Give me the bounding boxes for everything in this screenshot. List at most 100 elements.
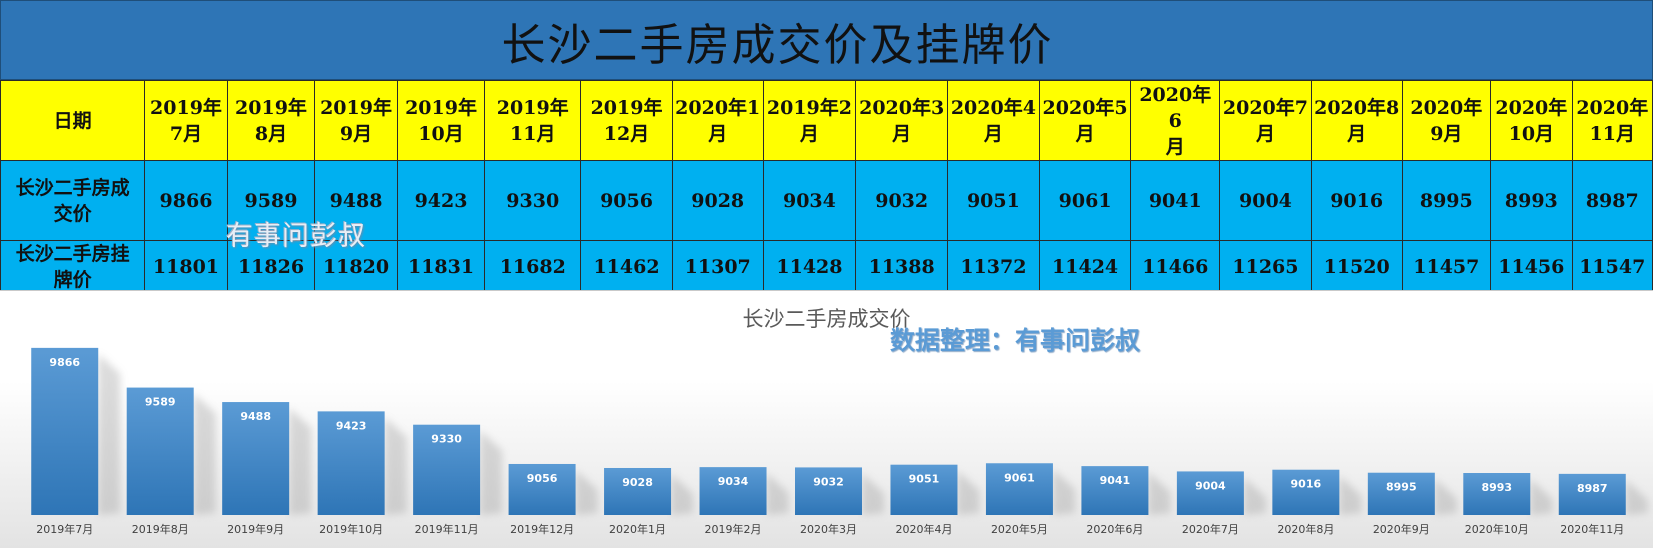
x-tick-label: 2019年12月 [510,522,574,536]
bar-value-label: 9056 [527,472,558,485]
bar-value-label: 9330 [431,433,462,446]
deal-price-cell: 9330 [484,160,582,241]
month-header-cell: 2020年 11月 [1571,80,1653,161]
month-header-line: 2020年7 [1222,96,1308,119]
month-header-line: 月 [708,122,728,145]
bar-shadow [98,353,121,515]
deal-price-cell: 8987 [1571,160,1653,241]
title-banner: 长沙二手房成交价及挂牌价 [0,0,1653,80]
x-tick-label: 2019年7月 [36,522,93,536]
page-title: 长沙二手房成交价及挂牌价 [501,20,1054,71]
bar-shadow [193,393,216,515]
chart-bar [1558,473,1626,515]
row-label-line: 交价 [53,202,92,225]
listing-price-cell: 11462 [580,240,673,294]
deal-price-cell: 9589 [226,160,316,241]
listing-price-cell: 11457 [1401,240,1492,294]
x-tick-label: 2020年10月 [1465,522,1529,536]
chart-svg: 9866 2019年7月 9589 2019年8月 9488 2019年9月 9423 201… [31,347,1648,536]
month-header-line: 月 [1347,122,1367,145]
deal-price-cell: 9032 [855,160,949,241]
deal-price-cell: 9866 [144,160,228,241]
chart-bar [1272,469,1340,515]
chart-bar [699,467,767,515]
chart-bar [126,387,194,515]
x-tick-label: 2020年3月 [800,522,857,536]
x-tick-label: 2020年9月 [1373,522,1430,536]
month-header-cell: 2020年 9月 [1401,80,1492,161]
month-header-cell: 2019年 12月 [580,80,673,161]
bar-shadow [1052,469,1075,515]
chart-bar [1081,466,1149,515]
bar-chart: 长沙二手房成交价 数据整理：有事问彭叔 9866 2019年7月 9589 2019年… [0,290,1653,548]
x-tick-label: 2019年8月 [132,522,189,536]
month-header-cell: 2019年 10月 [396,80,486,161]
chart-bar [795,467,862,515]
month-header-line: 2020年8 [1314,96,1400,119]
bar-value-label: 9866 [49,356,80,369]
bar-value-label: 9028 [622,476,653,489]
month-header-line: 月 [1255,122,1275,145]
month-header-cell: 2020年6 月 [1130,80,1221,161]
listing-price-cell: 11388 [855,240,949,294]
bar-value-label: 9061 [1004,471,1035,484]
bar-shadow [1148,472,1171,515]
listing-price-row: 长沙二手房挂 牌价 11801 11826 11820 11831 11682 11462 11… [0,240,1653,294]
month-header-line: 11月 [510,122,556,145]
x-tick-label: 2020年1月 [609,522,666,536]
bar-value-label: 9004 [1195,479,1226,492]
chart-bar [222,402,290,515]
chart-bar [1176,471,1244,515]
month-header-line: 8月 [254,122,288,145]
month-header-line: 2020年 [1495,96,1568,119]
month-header-cell: 2020年1 月 [671,80,764,161]
month-header-line: 月 [1075,122,1095,145]
listing-price-cell: 11826 [226,240,316,294]
listing-price-cell: 11831 [396,240,486,294]
month-header-line: 2020年1 [675,96,761,119]
x-tick-label: 2020年8月 [1277,522,1334,536]
deal-price-cell: 9056 [580,160,673,241]
x-tick-label: 2020年11月 [1560,522,1624,536]
x-tick-label: 2020年7月 [1182,522,1239,536]
x-tick-label: 2020年5月 [991,522,1048,536]
bar-shadow [862,473,884,515]
deal-price-cell: 8995 [1401,160,1492,241]
month-header-cell: 2019年 11月 [484,80,582,161]
bar-shadow [480,430,503,515]
month-header-cell: 2020年5 月 [1038,80,1132,161]
month-header-line: 2020年6 [1139,83,1212,132]
deal-price-cell: 9004 [1219,160,1312,241]
x-tick-label: 2019年11月 [415,522,479,536]
month-header-line: 月 [983,122,1003,145]
listing-price-cell: 11456 [1490,240,1573,294]
chart-source-note: 数据整理：有事问彭叔 [890,326,1141,355]
month-header-line: 2020年4 [950,96,1036,119]
bar-shadow [289,408,312,515]
month-header-line: 9月 [1430,122,1463,145]
bar-shadow [1339,475,1362,515]
date-header-cell: 日期 [0,80,146,161]
table-header-row: 日期 2019年 7月 2019年 8月 2019年 9月 2019年 10月 2019年 11月… [0,80,1653,161]
listing-price-cell: 11801 [144,240,228,294]
x-tick-label: 2019年9月 [227,522,284,536]
month-header-line: 2019年 [405,96,477,119]
bar-value-label: 8987 [1577,482,1608,495]
month-header-cell: 2019年2 月 [762,80,857,161]
listing-price-cell: 11547 [1571,240,1653,294]
row-label-line: 牌价 [53,269,92,291]
deal-price-cell: 9423 [396,160,486,241]
bar-value-label: 9589 [145,396,176,409]
chart-bar [985,463,1053,515]
deal-price-cell: 9488 [314,160,398,241]
listing-price-cell: 11428 [762,240,857,294]
x-tick-label: 2020年6月 [1086,522,1143,536]
deal-price-cell: 9034 [762,160,857,241]
month-header-line: 7月 [169,122,203,145]
bar-shadow [1243,477,1266,515]
bar-shadow [1434,478,1457,515]
deal-price-cell: 9041 [1130,160,1221,241]
month-header-line: 月 [799,122,819,145]
chart-bar [31,347,99,515]
chart-bar [317,411,385,515]
